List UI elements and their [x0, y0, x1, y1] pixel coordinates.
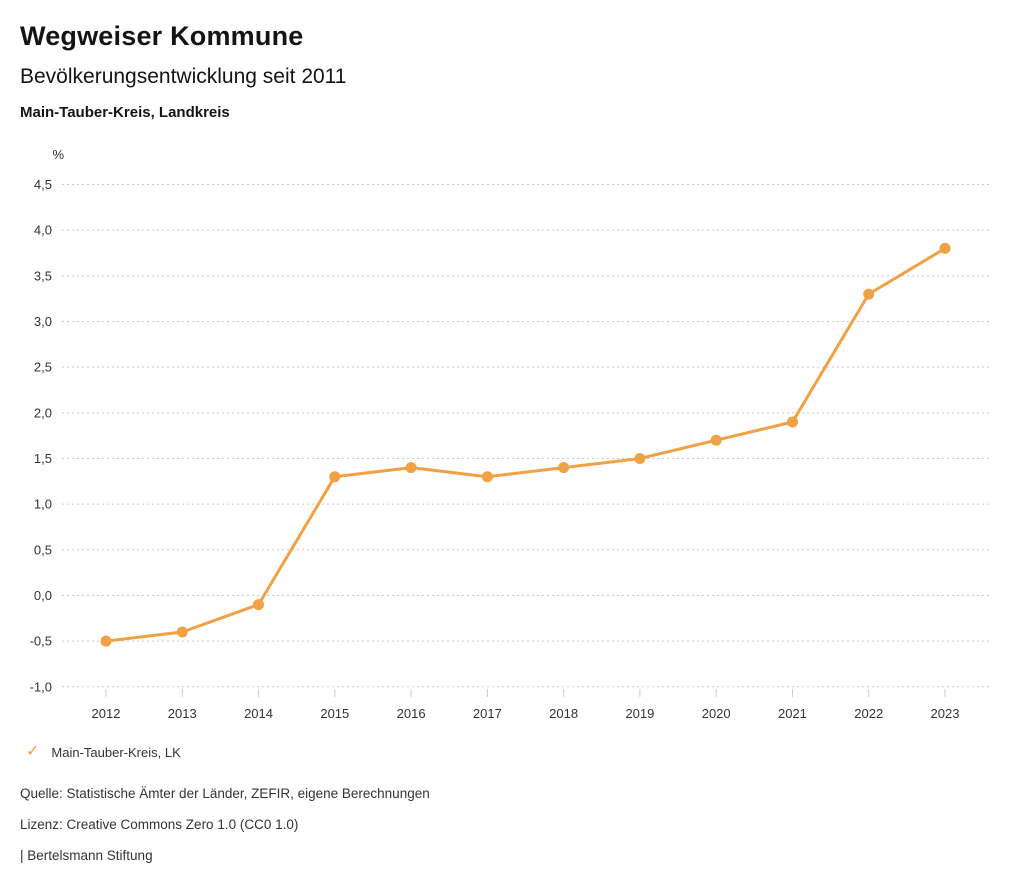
y-tick-label: 0,0 — [34, 588, 52, 603]
data-point-2017[interactable] — [481, 471, 493, 483]
y-tick-label: -1,0 — [30, 679, 52, 694]
y-tick-label: 2,5 — [34, 360, 52, 375]
source-text: Quelle: Statistische Ämter der Länder, Z… — [20, 786, 430, 801]
x-tick-label: 2016 — [397, 706, 426, 721]
x-tick-label: 2022 — [854, 706, 883, 721]
data-point-2022[interactable] — [863, 288, 875, 300]
region-label: Main-Tauber-Kreis, Landkreis — [20, 104, 230, 121]
data-point-2020[interactable] — [710, 434, 722, 446]
data-point-2014[interactable] — [253, 599, 264, 611]
series-line — [104, 246, 947, 643]
data-point-2023[interactable] — [939, 242, 951, 254]
y-tick-label: 1,0 — [34, 497, 52, 512]
legend-label: Main-Tauber-Kreis, LK — [51, 744, 181, 760]
x-tick-label: 2014 — [244, 706, 273, 721]
x-tick-label: 2020 — [702, 706, 731, 721]
data-point-2016[interactable] — [405, 462, 417, 474]
x-tick-label: 2013 — [168, 706, 197, 721]
data-point-2021[interactable] — [787, 416, 798, 428]
attribution-text: | Bertelsmann Stiftung — [20, 848, 153, 863]
y-tick-label: 4,0 — [34, 223, 52, 238]
data-point-2013[interactable] — [176, 626, 188, 638]
x-tick-label: 2015 — [320, 706, 349, 721]
x-tick-label: 2019 — [625, 706, 654, 721]
y-axis-unit-label: % — [52, 147, 64, 162]
data-point-2018[interactable] — [558, 462, 570, 474]
data-point-2012[interactable] — [100, 635, 112, 647]
y-tick-label: 0,5 — [34, 542, 52, 557]
y-tick-label: 3,5 — [34, 268, 52, 283]
y-tick-label: 3,0 — [34, 314, 52, 329]
x-tick-label: 2021 — [778, 706, 807, 721]
y-tick-label: 2,0 — [34, 405, 52, 420]
x-tick-label: 2017 — [473, 706, 502, 721]
x-tick-label: 2018 — [549, 706, 578, 721]
chart-title: Bevölkerungsentwicklung seit 2011 — [20, 65, 347, 88]
license-text: Lizenz: Creative Commons Zero 1.0 (CC0 1… — [20, 817, 299, 832]
x-tick-label: 2012 — [92, 706, 121, 721]
y-tick-label: 4,5 — [34, 177, 52, 192]
x-tick-label: 2023 — [931, 706, 960, 721]
y-tick-label: 1,5 — [34, 451, 52, 466]
data-point-2019[interactable] — [634, 453, 646, 464]
y-tick-label: -0,5 — [30, 634, 52, 649]
page-title: Wegweiser Kommune — [20, 21, 304, 51]
legend-item[interactable]: ✓ Main-Tauber-Kreis, LK — [26, 744, 181, 760]
check-icon: ✓ — [26, 743, 40, 760]
data-point-2015[interactable] — [329, 471, 341, 483]
